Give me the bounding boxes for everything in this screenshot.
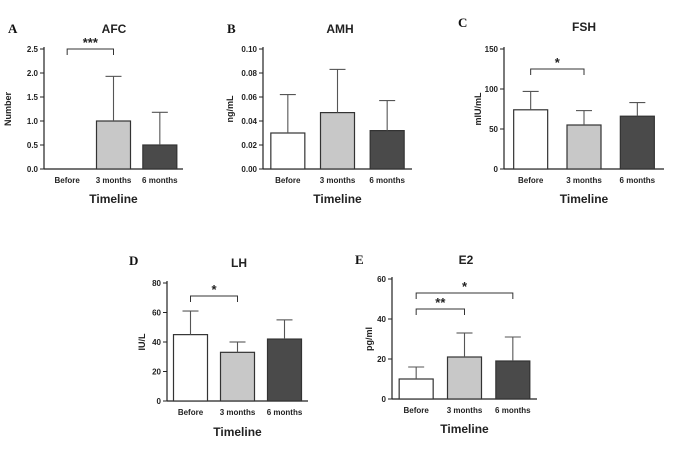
x-axis-label-c: Timeline bbox=[560, 192, 609, 206]
y-tick-label-b: 0.00 bbox=[241, 165, 257, 174]
bar-d-1 bbox=[219, 351, 256, 402]
bar-a-1 bbox=[95, 120, 132, 170]
x-tick-label-e: 3 months bbox=[447, 406, 483, 415]
y-tick-label-c: 50 bbox=[489, 125, 498, 134]
y-tick-label-b: 0.04 bbox=[241, 117, 257, 126]
bar-e-0 bbox=[398, 378, 434, 400]
y-tick-label-b: 0.06 bbox=[241, 93, 257, 102]
bar-c-1 bbox=[566, 124, 602, 170]
y-tick-label-a: 2.0 bbox=[27, 69, 39, 78]
x-tick-label-e: Before bbox=[403, 406, 429, 415]
y-tick-label-d: 60 bbox=[152, 309, 161, 318]
panel-letter-e: E bbox=[355, 252, 364, 267]
bar-b-0 bbox=[270, 132, 306, 170]
x-tick-label-c: 6 months bbox=[620, 176, 656, 185]
y-tick-label-a: 1.5 bbox=[27, 93, 39, 102]
bar-e-1 bbox=[446, 356, 483, 400]
chart-title-a: AFC bbox=[102, 22, 127, 36]
y-tick-label-a: 1.0 bbox=[27, 117, 39, 126]
y-tick-label-b: 0.08 bbox=[241, 69, 257, 78]
bar-b-2 bbox=[369, 130, 405, 170]
significance-label-e-1: * bbox=[462, 279, 468, 294]
y-tick-label-d: 80 bbox=[152, 279, 161, 288]
y-tick-label-c: 0 bbox=[494, 165, 499, 174]
significance-label-c-0: * bbox=[555, 55, 561, 70]
x-axis-label-d: Timeline bbox=[213, 425, 262, 439]
panel-letter-d: D bbox=[129, 253, 138, 268]
x-tick-label-d: 3 months bbox=[220, 408, 256, 417]
x-tick-label-a: 6 months bbox=[142, 176, 178, 185]
y-tick-label-a: 0.0 bbox=[27, 165, 39, 174]
chart-title-c: FSH bbox=[572, 20, 596, 34]
significance-bracket-e-0 bbox=[415, 308, 465, 315]
x-axis-label-b: Timeline bbox=[313, 192, 362, 206]
y-tick-label-e: 20 bbox=[377, 355, 386, 364]
y-tick-label-a: 0.5 bbox=[27, 141, 39, 150]
panel-letter-a: A bbox=[8, 21, 18, 36]
y-tick-label-a: 2.5 bbox=[27, 45, 39, 54]
panel-letter-b: B bbox=[227, 21, 236, 36]
bar-c-2 bbox=[619, 115, 655, 170]
y-tick-label-b: 0.02 bbox=[241, 141, 257, 150]
chart-title-e: E2 bbox=[459, 253, 474, 267]
y-tick-label-d: 0 bbox=[157, 397, 162, 406]
significance-bracket-a-0 bbox=[66, 48, 114, 55]
bar-c-0 bbox=[513, 109, 549, 170]
significance-bracket-e-1 bbox=[415, 292, 514, 299]
x-tick-label-a: 3 months bbox=[96, 176, 132, 185]
x-axis-label-a: Timeline bbox=[89, 192, 138, 206]
significance-bracket-d-0 bbox=[190, 295, 238, 302]
y-axis-label-b: ng/mL bbox=[225, 95, 235, 122]
significance-bracket-c-0 bbox=[530, 68, 585, 75]
bar-e-2 bbox=[495, 360, 531, 400]
significance-label-d-0: * bbox=[211, 282, 217, 297]
x-tick-label-e: 6 months bbox=[495, 406, 531, 415]
significance-label-a-0: *** bbox=[83, 35, 99, 50]
x-tick-label-d: Before bbox=[178, 408, 204, 417]
y-tick-label-c: 100 bbox=[485, 85, 499, 94]
x-tick-label-a: Before bbox=[54, 176, 80, 185]
x-tick-label-c: 3 months bbox=[566, 176, 602, 185]
y-tick-label-e: 0 bbox=[382, 395, 387, 404]
y-axis-label-d: IU/L bbox=[137, 333, 147, 351]
y-tick-label-b: 0.10 bbox=[241, 45, 257, 54]
x-tick-label-b: Before bbox=[275, 176, 301, 185]
chart-title-d: LH bbox=[231, 256, 247, 270]
y-tick-label-d: 20 bbox=[152, 368, 161, 377]
y-tick-label-e: 40 bbox=[377, 315, 386, 324]
chart-title-b: AMH bbox=[326, 22, 353, 36]
bar-a-2 bbox=[142, 144, 178, 170]
x-tick-label-b: 3 months bbox=[320, 176, 356, 185]
panel-letter-c: C bbox=[458, 15, 467, 30]
x-tick-label-d: 6 months bbox=[267, 408, 303, 417]
y-tick-label-c: 150 bbox=[485, 45, 499, 54]
y-tick-label-e: 60 bbox=[377, 275, 386, 284]
y-axis-label-e: pg/ml bbox=[364, 327, 374, 351]
x-tick-label-b: 6 months bbox=[369, 176, 405, 185]
significance-label-e-0: ** bbox=[435, 295, 446, 310]
y-tick-label-d: 40 bbox=[152, 338, 161, 347]
bar-b-1 bbox=[319, 111, 356, 170]
bar-d-0 bbox=[172, 334, 209, 402]
y-axis-label-a: Number bbox=[3, 92, 13, 127]
x-axis-label-e: Timeline bbox=[440, 422, 489, 436]
y-axis-label-c: mIU/mL bbox=[473, 92, 483, 126]
x-tick-label-c: Before bbox=[518, 176, 544, 185]
bar-d-2 bbox=[266, 338, 303, 402]
